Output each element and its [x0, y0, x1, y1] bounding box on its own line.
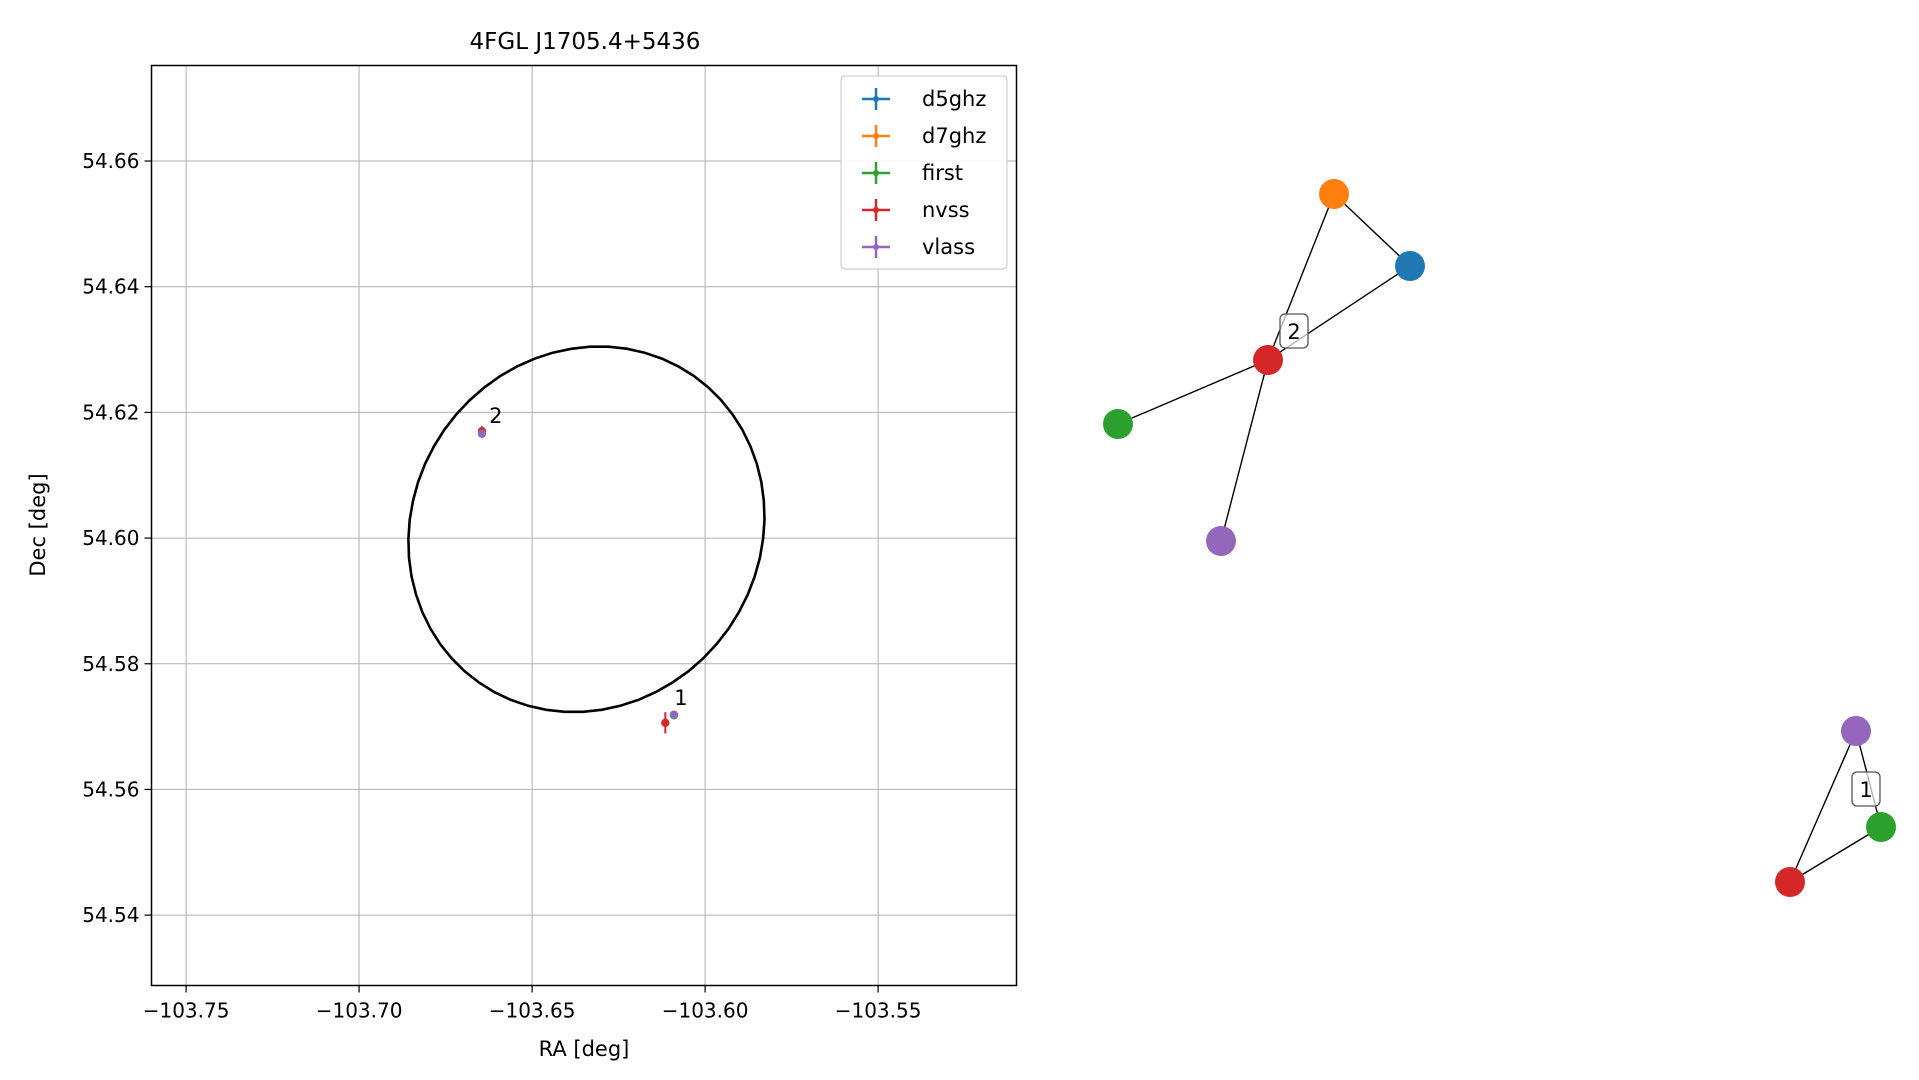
graph-edge — [1789, 826, 1882, 883]
nvss-point — [661, 718, 670, 728]
legend-marker-dot — [873, 96, 879, 102]
vlass-point — [669, 710, 679, 719]
y-tick-label: 54.58 — [82, 652, 139, 676]
graph-edge — [1117, 359, 1269, 425]
y-tick-label: 54.56 — [82, 777, 139, 801]
source-label: 1 — [674, 686, 687, 710]
legend-box — [840, 75, 1008, 270]
x-tick-label: −103.75 — [143, 999, 230, 1023]
error-ellipse-layer — [407, 345, 766, 714]
legend-marker-dot — [873, 244, 879, 250]
chart-title: 4FGL J1705.4+5436 — [470, 29, 701, 55]
legend-label: first — [922, 161, 963, 185]
plot-frame — [150, 64, 1018, 987]
y-tick-label: 54.64 — [82, 275, 139, 299]
y-tick-label: 54.60 — [82, 526, 139, 550]
legend-label: vlass — [922, 235, 975, 259]
graph-edge — [1789, 730, 1857, 883]
d7ghz-node — [1319, 179, 1349, 209]
x-axis-label: RA [deg] — [539, 1037, 630, 1061]
legend-marker-dot — [873, 207, 879, 213]
y-tick-label: 54.54 — [82, 903, 139, 927]
y-tick-label: 54.66 — [82, 149, 139, 173]
grid-lines — [151, 65, 1017, 986]
y-axis-ticks: 54.54 54.56 54.58 54.60 54.62 54.64 54.66 — [82, 149, 152, 927]
group-label: 2 — [1287, 320, 1300, 344]
graph-edge — [1267, 193, 1335, 361]
x-tick-label: −103.65 — [489, 999, 576, 1023]
y-axis-label: Dec [deg] — [26, 473, 50, 576]
legend: d5ghz d7ghz first nvss vlass — [840, 75, 1008, 270]
source-label: 2 — [489, 404, 502, 428]
graph-edge — [1220, 359, 1269, 542]
y-tick-label: 54.62 — [82, 400, 139, 424]
legend-label: d5ghz — [922, 87, 986, 111]
data-points — [477, 426, 679, 734]
legend-label: nvss — [922, 198, 970, 222]
x-tick-label: −103.55 — [835, 999, 922, 1023]
group-label: 1 — [1859, 778, 1872, 802]
group-label-box — [1279, 313, 1309, 349]
graph-edge — [1333, 193, 1411, 267]
group-label-box — [1851, 771, 1881, 807]
vlass-node — [1206, 526, 1236, 556]
nvss-node — [1253, 345, 1283, 375]
legend-marker-dot — [873, 133, 879, 139]
x-axis-ticks: −103.75 −103.70 −103.65 −103.60 −103.55 — [143, 985, 922, 1023]
d5ghz-node — [1395, 251, 1425, 281]
error-ellipse — [407, 345, 766, 714]
vlass-node — [1841, 716, 1871, 746]
sky-position-plot: 4FGL J1705.4+5436 −103.75 −103.70 −103.65−… — [26, 29, 1018, 1061]
first-node — [1103, 409, 1133, 439]
legend-label: d7ghz — [922, 124, 986, 148]
x-tick-label: −103.60 — [662, 999, 749, 1023]
legend-marker-dot — [873, 170, 879, 176]
annotations: 12 — [489, 404, 687, 710]
association-graph: 21 — [1103, 179, 1896, 897]
x-tick-label: −103.70 — [316, 999, 403, 1023]
nvss-node — [1775, 867, 1805, 897]
first-node — [1866, 812, 1896, 842]
vlass-point — [477, 429, 487, 438]
